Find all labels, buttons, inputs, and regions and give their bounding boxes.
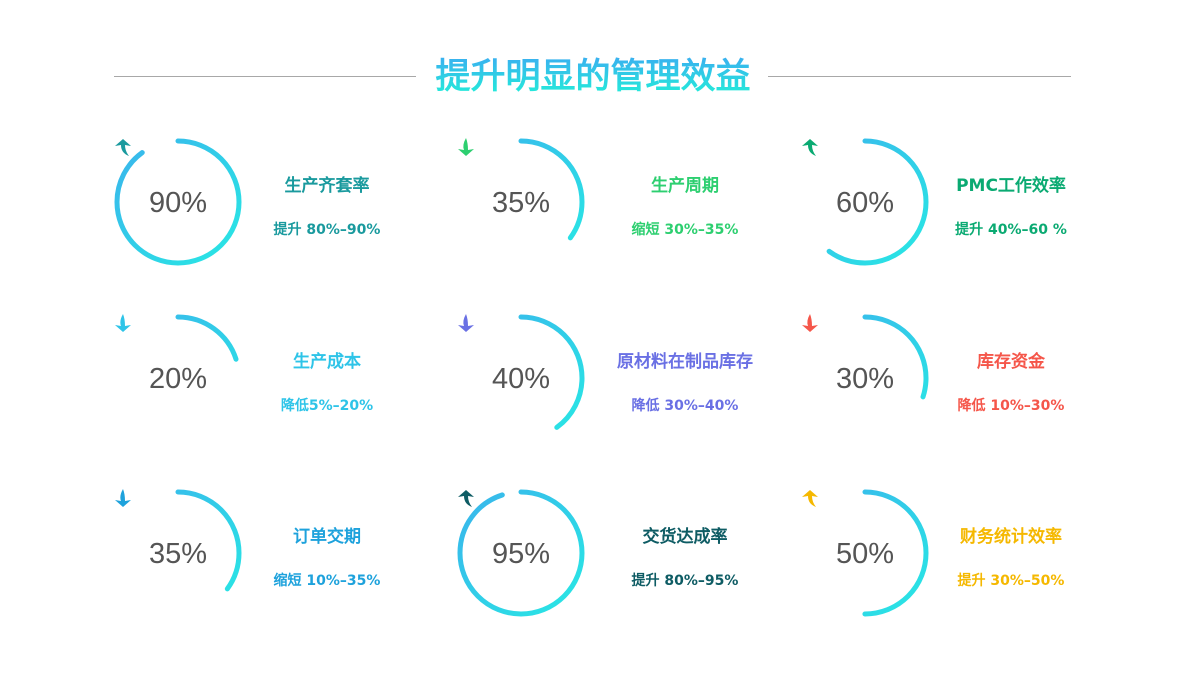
percent-value: 35% — [491, 187, 551, 219]
percent-value: 90% — [148, 187, 208, 219]
benefit-desc: 缩短 10%–35% — [273, 573, 381, 589]
progress-ring — [114, 314, 242, 442]
progress-arc — [457, 314, 585, 442]
benefit-desc: 降低5%–20% — [280, 398, 374, 414]
benefit-card: 95% 交货达成率 提升 80%–95% — [456, 488, 796, 628]
progress-ring — [457, 138, 585, 266]
benefit-name: 财务统计效率 — [960, 527, 1062, 547]
benefit-card: 30% 库存资金 降低 10%–30% — [800, 313, 1140, 453]
benefit-card: 60% PMC工作效率 提升 40%–60 % — [800, 137, 1140, 277]
arrow-down-icon — [458, 138, 474, 156]
progress-arc — [114, 489, 242, 617]
percent-value: 30% — [835, 363, 895, 395]
benefit-desc: 提升 80%–95% — [631, 573, 739, 589]
progress-ring — [457, 489, 585, 617]
arrow-down-icon — [115, 314, 131, 332]
progress-arc — [114, 314, 242, 442]
arrow-up-icon — [115, 139, 131, 156]
arrow-down-icon — [802, 314, 818, 332]
progress-ring — [801, 489, 929, 617]
arrow-up-icon — [802, 139, 818, 156]
progress-arc — [114, 138, 242, 266]
benefit-name: 生产周期 — [651, 176, 719, 196]
benefit-name: 生产齐套率 — [284, 176, 370, 196]
benefit-name: PMC工作效率 — [956, 176, 1066, 196]
page-title: 提升明显的管理效益 — [0, 52, 1186, 102]
benefit-card: 35% 生产周期 缩短 30%–35% — [456, 137, 796, 277]
benefit-name: 订单交期 — [293, 527, 361, 547]
benefit-name: 生产成本 — [293, 352, 361, 372]
benefit-desc: 缩短 30%–35% — [631, 222, 739, 238]
progress-ring — [457, 314, 585, 442]
percent-value: 35% — [148, 538, 208, 570]
arrow-up-icon — [458, 490, 474, 507]
benefit-card: 40% 原材料在制品库存 降低 30%–40% — [456, 313, 796, 453]
progress-arc — [801, 314, 929, 442]
benefit-card: 20% 生产成本 降低5%–20% — [113, 313, 453, 453]
progress-ring — [114, 489, 242, 617]
progress-ring — [801, 314, 929, 442]
percent-value: 60% — [835, 187, 895, 219]
progress-ring — [114, 138, 242, 266]
percent-value: 50% — [835, 538, 895, 570]
benefit-card: 50% 财务统计效率 提升 30%–50% — [800, 488, 1140, 628]
benefit-name: 原材料在制品库存 — [617, 352, 753, 372]
benefit-name: 库存资金 — [977, 352, 1045, 372]
benefit-desc: 提升 30%–50% — [957, 573, 1065, 589]
arrow-down-icon — [458, 314, 474, 332]
progress-arc — [801, 489, 929, 617]
benefit-desc: 降低 10%–30% — [957, 398, 1065, 414]
progress-ring — [801, 138, 929, 266]
progress-arc — [457, 489, 585, 617]
benefit-desc: 提升 80%–90% — [273, 222, 381, 238]
benefit-card: 35% 订单交期 缩短 10%–35% — [113, 488, 453, 628]
progress-arc — [457, 138, 585, 266]
percent-value: 95% — [491, 538, 551, 570]
title-rule-right — [768, 76, 1071, 77]
progress-arc — [801, 138, 929, 266]
benefit-card: 90% 生产齐套率 提升 80%–90% — [113, 137, 453, 277]
arrow-down-icon — [115, 489, 131, 507]
benefit-name: 交货达成率 — [642, 527, 728, 547]
page-title-text: 提升明显的管理效益 — [435, 57, 751, 97]
percent-value: 40% — [491, 363, 551, 395]
arrow-up-icon — [802, 490, 818, 507]
title-rule-left — [114, 76, 416, 77]
benefit-desc: 降低 30%–40% — [631, 398, 739, 414]
percent-value: 20% — [148, 363, 208, 395]
benefit-desc: 提升 40%–60 % — [955, 222, 1067, 238]
